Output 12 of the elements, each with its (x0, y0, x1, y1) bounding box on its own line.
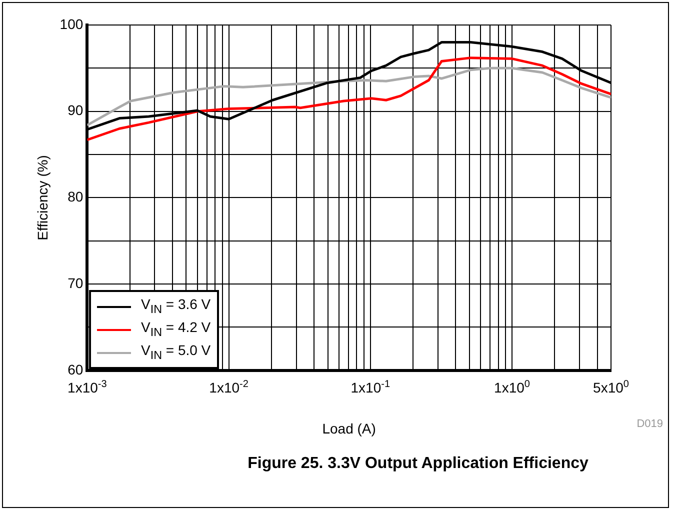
legend-label: V$_{IN}$ = 4.2 V (141, 318, 211, 340)
y-tick-label: 60 (68, 361, 84, 378)
legend-label: V$_{IN}$ = 3.6 V (141, 296, 211, 318)
x-axis-title: Load (A) (322, 420, 376, 436)
y-tick-label: 90 (68, 102, 84, 118)
y-tick-label: 70 (68, 274, 84, 291)
y-tick-label: 80 (68, 188, 84, 205)
legend-label: V$_{IN}$ = 5.0 V (141, 342, 211, 364)
y-axis-title: Efficiency (%) (34, 155, 50, 240)
text: Figure 25. 3.3V Output Application Efficiency (246, 455, 590, 473)
text: D019 (636, 418, 663, 430)
y-tick-label: 100 (60, 16, 84, 32)
